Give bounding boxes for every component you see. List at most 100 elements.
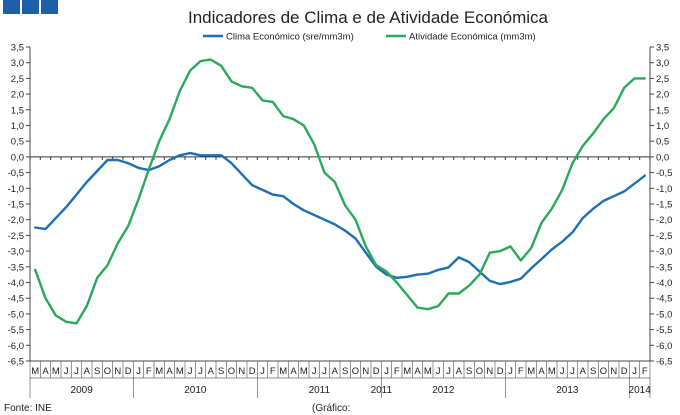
- y-tick-label-left: 0,0: [11, 152, 24, 163]
- legend-label-atividade: Atividade Económica (mm3m): [409, 32, 536, 43]
- y-tick-label-left: -5,5: [8, 325, 24, 336]
- month-label: A: [84, 366, 91, 377]
- month-label: D: [373, 366, 380, 377]
- month-label: J: [446, 366, 451, 377]
- y-tick-label-left: 0,5: [11, 137, 24, 148]
- month-label: A: [290, 366, 297, 377]
- y-tick-label-right: -1,5: [656, 200, 672, 211]
- month-label: J: [74, 366, 79, 377]
- month-label: O: [228, 366, 235, 377]
- y-tick-label-right: -2,5: [656, 231, 672, 242]
- month-label: J: [188, 366, 193, 377]
- month-label: A: [208, 366, 215, 377]
- y-tick-label-right: 0,5: [656, 137, 669, 148]
- month-label: J: [322, 366, 327, 377]
- brand-square-1: [3, 0, 20, 14]
- y-tick-label-right: -1,0: [656, 184, 672, 195]
- y-tick-label-right: 1,5: [656, 105, 669, 116]
- year-label: 2011: [309, 385, 331, 396]
- month-label: J: [312, 366, 317, 377]
- y-tick-label-right: 2,5: [656, 74, 669, 85]
- month-label: O: [104, 366, 111, 377]
- y-tick-label-left: -4,0: [8, 278, 24, 289]
- month-label: J: [570, 366, 575, 377]
- month-label: M: [155, 366, 163, 377]
- month-label: O: [476, 366, 483, 377]
- y-tick-label-right: 2,0: [656, 90, 669, 101]
- month-label: F: [518, 366, 524, 377]
- month-label: S: [590, 366, 596, 377]
- chart-series: [34, 58, 646, 325]
- month-label: M: [52, 366, 60, 377]
- month-label: J: [632, 366, 637, 377]
- month-label: N: [362, 366, 369, 377]
- month-label: S: [218, 366, 224, 377]
- y-tick-label-left: -6,0: [8, 341, 24, 352]
- month-label: F: [642, 366, 648, 377]
- y-tick-label-left: -4,5: [8, 294, 24, 305]
- month-label: A: [42, 366, 49, 377]
- year-label: 2014: [629, 385, 652, 396]
- y-tick-label-right: 0,0: [656, 152, 669, 163]
- legend-label-clima: Clima Económico (sre/mm3m): [226, 32, 354, 43]
- month-label: F: [394, 366, 400, 377]
- series-line-atividade: [34, 58, 646, 325]
- y-tick-label-right: -5,0: [656, 309, 672, 320]
- year-label: 2010: [184, 385, 207, 396]
- month-label: O: [600, 366, 607, 377]
- y-tick-label-right: -4,5: [656, 294, 672, 305]
- y-tick-label-left: 1,0: [11, 121, 24, 132]
- y-tick-label-left: -1,5: [8, 200, 24, 211]
- y-tick-label-left: -2,0: [8, 215, 24, 226]
- series-line-clima: [34, 151, 646, 286]
- month-label: A: [414, 366, 421, 377]
- year-label: 2011: [371, 385, 393, 396]
- month-label: S: [342, 366, 348, 377]
- month-label: D: [249, 366, 256, 377]
- year-label: 2012: [432, 385, 455, 396]
- month-label: J: [64, 366, 69, 377]
- y-tick-label-right: 1,0: [656, 121, 669, 132]
- month-label: J: [508, 366, 513, 377]
- month-label: O: [352, 366, 359, 377]
- y-tick-label-left: 2,5: [11, 74, 24, 85]
- month-label: N: [238, 366, 245, 377]
- month-label: N: [486, 366, 493, 377]
- month-label: S: [466, 366, 472, 377]
- brand-square-3: [41, 0, 58, 14]
- month-label: A: [456, 366, 463, 377]
- y-tick-label-right: -3,0: [656, 247, 672, 258]
- month-label: M: [300, 366, 308, 377]
- month-label: N: [610, 366, 617, 377]
- y-axis-ticks: 3,5 3,5 3,0 3,0 2,5 2,5 2,0 2,0 1,5 1,5 1,0 1,0 0,5 0…: [8, 43, 673, 368]
- y-tick-label-left: -1,0: [8, 184, 24, 195]
- month-label: M: [403, 366, 411, 377]
- brand-square-2: [22, 0, 39, 14]
- y-tick-label-right: -3,5: [656, 262, 672, 273]
- chart-note: (Gráfico:: [312, 403, 350, 414]
- month-label: M: [279, 366, 287, 377]
- y-tick-label-left: 3,0: [11, 58, 24, 69]
- month-label: S: [94, 366, 100, 377]
- month-label: D: [621, 366, 628, 377]
- y-tick-label-left: 3,5: [11, 43, 24, 54]
- y-tick-label-right: -0,5: [656, 168, 672, 179]
- month-label: J: [198, 366, 203, 377]
- month-label: A: [580, 366, 587, 377]
- month-label: A: [538, 366, 545, 377]
- month-label: J: [136, 366, 141, 377]
- month-label: M: [527, 366, 535, 377]
- year-label: 2013: [556, 385, 579, 396]
- y-tick-label-left: -2,5: [8, 231, 24, 242]
- chart-title: Indicadores de Clima e de Atividade Econ…: [188, 8, 549, 27]
- month-label: M: [31, 366, 39, 377]
- y-tick-label-right: -5,5: [656, 325, 672, 336]
- month-label: M: [548, 366, 556, 377]
- month-label: D: [497, 366, 504, 377]
- month-label: N: [114, 366, 121, 377]
- y-tick-label-left: -6,5: [8, 357, 24, 368]
- month-label: M: [424, 366, 432, 377]
- month-label: F: [146, 366, 152, 377]
